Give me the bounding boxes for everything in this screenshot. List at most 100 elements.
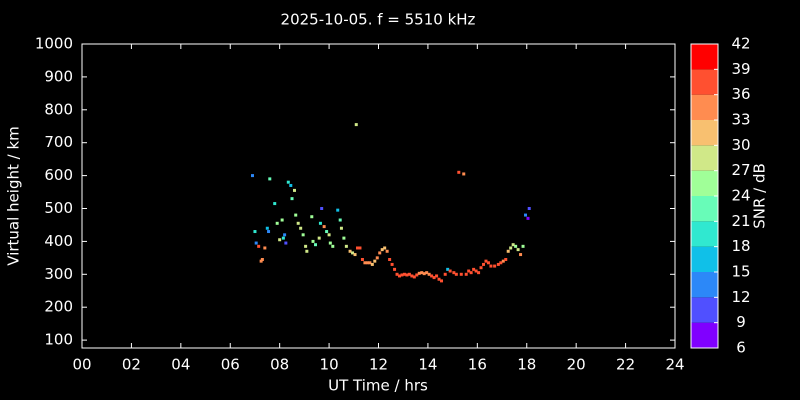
data-point [354,123,358,127]
data-point [365,261,369,265]
data-point [310,215,314,219]
data-point [425,271,429,275]
colorbar-segment [691,145,718,171]
y-tick-label: 1000 [35,35,73,53]
data-point [464,272,468,276]
colorbar-tick-label: 21 [731,212,750,230]
data-point [432,276,436,280]
y-tick-label: 600 [44,166,73,184]
data-point [521,244,525,248]
y-tick-label: 100 [44,331,73,349]
data-point [462,172,466,176]
data-point [281,236,285,240]
data-point [430,274,434,278]
data-point [412,275,416,279]
data-point [486,261,490,265]
data-point [342,236,346,240]
data-point [405,273,409,277]
x-tick-label: 18 [517,356,536,374]
data-point [378,251,382,255]
data-point [504,257,508,261]
data-point [336,208,340,212]
data-point [420,271,424,275]
data-point [452,271,456,275]
data-point [509,246,513,250]
data-point [393,267,397,271]
data-point [344,244,348,248]
y-tick-label: 400 [44,232,73,250]
data-point [320,207,324,211]
colorbar-label: SNR / dB [751,163,769,229]
y-tick-label: 800 [44,100,73,118]
data-point [443,272,447,276]
colorbar-tick-label: 33 [731,111,750,129]
data-point [388,257,392,261]
data-point [325,230,329,234]
data-point [327,233,331,237]
data-point [351,251,355,255]
data-point [265,226,269,230]
data-point [289,183,293,187]
data-point [331,244,335,248]
x-tick-label: 00 [72,356,91,374]
data-point [499,261,503,265]
data-point [474,269,478,273]
data-point [514,244,518,248]
data-point [385,249,389,253]
data-point [524,213,528,217]
y-tick-label: 200 [44,298,73,316]
data-point [259,259,263,263]
data-point [516,248,520,252]
data-point [368,261,372,265]
data-point [286,180,290,184]
data-point [322,225,326,229]
data-point [273,202,277,206]
data-point [519,253,523,257]
data-point [328,241,332,245]
colorbar-tick-label: 27 [731,161,750,179]
data-point [292,188,296,192]
data-point [469,271,473,275]
data-point [358,246,362,250]
colorbar-segment [691,94,718,120]
colorbar-segment [691,272,718,298]
data-point [501,259,505,263]
data-point [407,272,411,276]
data-point [317,236,321,240]
data-point [493,264,497,268]
y-axis-label: Virtual height / km [5,126,23,265]
data-point [318,221,322,225]
colorbar-segment [691,120,718,146]
data-point [437,277,441,281]
data-point [254,241,258,245]
x-tick-label: 20 [567,356,586,374]
data-point [457,170,461,174]
x-tick-label: 06 [221,356,240,374]
data-point [527,207,531,211]
colorbar-tick-label: 30 [731,136,750,154]
colorbar-segment [691,246,718,272]
x-tick-label: 08 [270,356,289,374]
data-point [496,262,500,266]
data-point [415,273,419,277]
colorbar-tick-label: 6 [736,339,746,357]
data-point [296,221,300,225]
data-point [373,259,377,263]
data-point [511,243,515,247]
data-point [360,257,364,261]
data-point [355,246,359,250]
x-tick-label: 16 [468,356,487,374]
colorbar-segment [691,221,718,247]
data-point [440,279,444,283]
x-tick-label: 10 [320,356,339,374]
x-tick-label: 12 [369,356,388,374]
data-point [448,269,452,273]
data-point [398,274,402,278]
data-point [472,267,476,271]
data-point [283,233,287,237]
colorbar-tick-label: 36 [731,85,750,103]
y-tick-label: 500 [44,199,73,217]
data-point [400,273,404,277]
data-point [353,253,357,257]
data-point [459,272,463,276]
